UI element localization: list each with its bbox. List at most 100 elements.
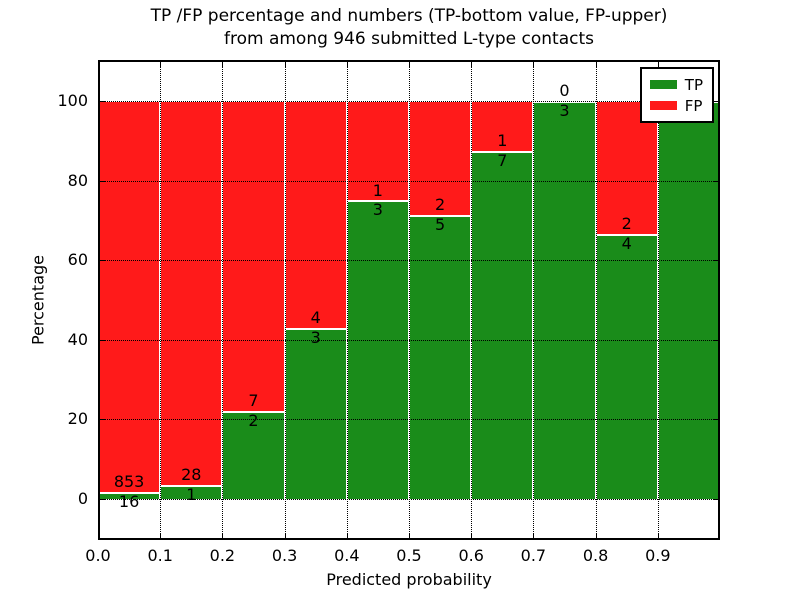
x-axis-tick-label: 0.5 bbox=[396, 546, 422, 565]
x-axis-tick-top bbox=[160, 60, 162, 67]
y-axis-tick-right bbox=[713, 180, 720, 182]
legend-entry-fp: FP bbox=[649, 95, 703, 116]
bar-fp-count-label: 853 bbox=[113, 471, 145, 491]
y-axis-tick-right bbox=[713, 499, 720, 500]
bar-segment-fp bbox=[222, 100, 285, 411]
bar-segment-fp bbox=[98, 100, 161, 492]
x-axis-tick-label: 0.6 bbox=[458, 546, 484, 565]
x-axis-tick bbox=[284, 533, 286, 540]
y-axis-tick-label: 100 bbox=[57, 90, 88, 110]
gridline-vertical bbox=[595, 60, 597, 540]
y-axis-tick bbox=[98, 260, 105, 262]
x-axis-tick-top bbox=[533, 60, 535, 67]
plot-area: TP FP 853162817243132517032404 bbox=[98, 60, 720, 540]
x-axis-tick-label: 0.8 bbox=[582, 546, 609, 565]
x-axis-tick-label: 0.1 bbox=[147, 546, 173, 565]
gridline-horizontal bbox=[98, 100, 720, 102]
gridline-horizontal bbox=[98, 180, 720, 182]
x-axis-tick bbox=[160, 533, 162, 540]
legend-entry-tp: TP bbox=[649, 74, 703, 95]
bar-fp-count-label: 2 bbox=[435, 194, 446, 214]
bar-tp-count-label: 1 bbox=[186, 485, 197, 505]
bar-fp-count-label: 28 bbox=[181, 465, 202, 485]
legend-label-tp: TP bbox=[684, 75, 703, 94]
x-axis-tick-label: 0.4 bbox=[334, 546, 360, 565]
gridline-horizontal bbox=[98, 499, 720, 500]
gridline-vertical bbox=[657, 60, 659, 540]
x-axis-tick-top bbox=[284, 60, 286, 67]
x-axis-tick-label: 0.2 bbox=[209, 546, 236, 565]
bar-fp-count-label: 2 bbox=[621, 213, 632, 233]
x-axis-tick-label: 0.0 bbox=[85, 546, 111, 565]
x-axis-tick-top bbox=[346, 60, 348, 67]
chart-title-line1: TP /FP percentage and numbers (TP-bottom… bbox=[150, 6, 668, 26]
gridline-horizontal bbox=[98, 339, 720, 341]
x-axis-label: Predicted probability bbox=[326, 570, 492, 589]
legend: TP FP bbox=[639, 67, 714, 123]
bar-tp-count-label: 4 bbox=[621, 233, 632, 253]
y-axis-tick-right bbox=[713, 260, 720, 262]
gridline-vertical bbox=[284, 60, 286, 540]
bar-tp-count-label: 2 bbox=[248, 410, 259, 430]
x-axis-tick-top bbox=[471, 60, 473, 67]
bar-segment-tp bbox=[533, 100, 596, 499]
tp-color-swatch bbox=[649, 80, 677, 89]
bar-tp-count-label: 3 bbox=[372, 200, 383, 220]
bar-segment-tp bbox=[346, 200, 409, 499]
x-axis-tick-top bbox=[409, 60, 410, 67]
y-axis-tick-label: 60 bbox=[67, 250, 88, 270]
y-axis-tick bbox=[98, 339, 105, 341]
bar-tp-count-label: 3 bbox=[310, 328, 321, 348]
fp-color-swatch bbox=[649, 101, 677, 110]
gridline-vertical bbox=[160, 60, 162, 540]
gridline-horizontal bbox=[98, 419, 720, 421]
bar-fp-count-label: 7 bbox=[248, 390, 259, 410]
bar-segment-fp bbox=[160, 100, 223, 486]
gridline-vertical bbox=[409, 60, 410, 540]
y-axis-tick bbox=[98, 499, 105, 500]
gridline-vertical bbox=[471, 60, 473, 540]
bar-tp-count-label: 16 bbox=[118, 491, 140, 511]
y-axis-tick-label: 0 bbox=[77, 489, 88, 508]
x-axis-tick-label: 0.7 bbox=[520, 546, 547, 565]
y-axis-tick-label: 80 bbox=[67, 170, 88, 190]
x-axis-tick-top bbox=[98, 60, 99, 67]
y-axis-tick bbox=[98, 180, 105, 182]
x-axis-tick bbox=[409, 533, 410, 540]
y-axis-tick-label: 40 bbox=[67, 329, 88, 349]
x-axis-tick-top bbox=[657, 60, 659, 67]
x-axis-tick-top bbox=[595, 60, 597, 67]
bar-fp-count-label: 0 bbox=[559, 81, 570, 100]
chart-title: TP /FP percentage and numbers (TP-bottom… bbox=[98, 5, 720, 51]
bar-tp-count-label: 5 bbox=[435, 214, 446, 234]
x-axis-tick bbox=[346, 533, 348, 540]
x-axis-tick bbox=[533, 533, 535, 540]
bar-segment-fp bbox=[284, 100, 347, 329]
bar-segment-tp bbox=[471, 150, 534, 499]
bar-segment-tp bbox=[657, 100, 720, 499]
x-axis-tick bbox=[222, 533, 224, 540]
y-axis-tick-right bbox=[713, 339, 720, 341]
x-axis-tick bbox=[657, 533, 659, 540]
gridline-vertical bbox=[533, 60, 535, 540]
y-axis-tick-label: 20 bbox=[67, 409, 88, 429]
bar-segment-tp bbox=[222, 410, 285, 499]
x-axis-tick-top bbox=[222, 60, 224, 67]
x-axis-tick-label: 0.3 bbox=[271, 546, 298, 565]
bar-tp-count-label: 7 bbox=[497, 150, 508, 170]
x-axis-tick bbox=[98, 533, 99, 540]
x-axis-tick-label: 0.9 bbox=[645, 546, 671, 565]
bar-segment-tp bbox=[284, 328, 347, 499]
gridline-vertical bbox=[346, 60, 348, 540]
bar-segment-tp bbox=[409, 214, 472, 499]
bar-tp-count-label: 3 bbox=[559, 100, 570, 120]
gridline-horizontal bbox=[98, 260, 720, 262]
gridline-vertical bbox=[222, 60, 224, 540]
legend-label-fp: FP bbox=[684, 96, 703, 115]
y-axis-tick bbox=[98, 419, 105, 421]
y-axis-tick-right bbox=[713, 100, 720, 102]
bar-fp-count-label: 1 bbox=[372, 180, 383, 200]
x-axis-tick bbox=[595, 533, 597, 540]
x-axis-tick bbox=[471, 533, 473, 540]
